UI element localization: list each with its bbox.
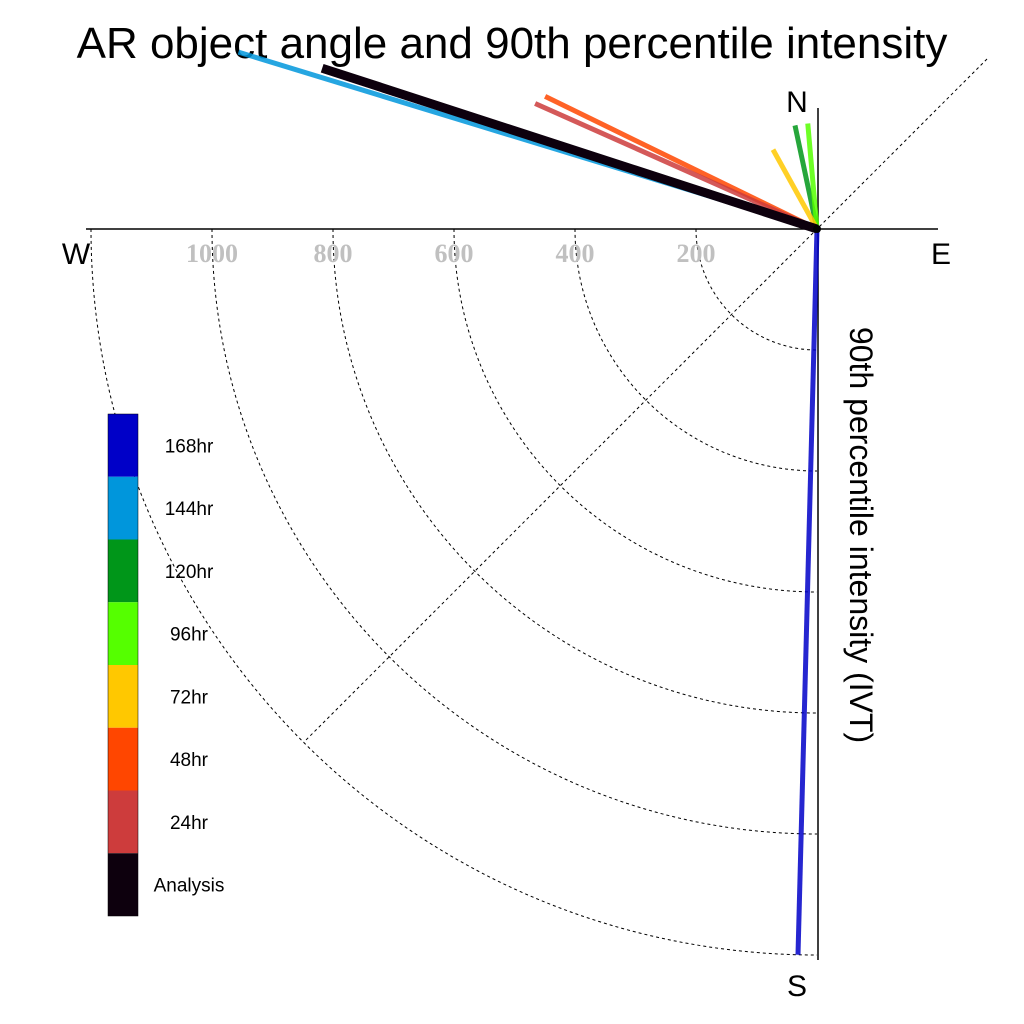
legend: 168hr 144hr 120hr 96hr 72hr 48hr 24hr Analysis xyxy=(107,413,225,917)
series-vector-24hr xyxy=(534,101,819,232)
legend-label-120hr: 120hr xyxy=(165,562,214,583)
grid-ring-400 xyxy=(574,228,818,472)
legend-swatch-120hr xyxy=(108,539,138,603)
series-vector-96hr xyxy=(805,123,820,230)
legend-swatch-72hr xyxy=(108,665,138,728)
grid-ring-600 xyxy=(453,228,818,593)
series-vectors xyxy=(237,49,820,955)
legend-border xyxy=(107,413,139,917)
legend-swatch-48hr xyxy=(108,727,138,791)
legend-swatch-24hr xyxy=(108,790,138,854)
legend-swatch-168hr xyxy=(108,414,138,477)
diagonal-grid-line xyxy=(303,58,988,743)
legend-swatch-analysis xyxy=(108,853,138,916)
compass-west-label: W xyxy=(62,238,91,271)
grid-ring-800 xyxy=(332,228,818,714)
legend-swatch-96hr xyxy=(108,602,138,665)
legend-swatch-144hr xyxy=(108,476,138,540)
legend-label-48hr: 48hr xyxy=(170,750,209,771)
grid-ring-200 xyxy=(695,228,818,351)
y-axis-label: 90th percentile intensity (IVT) xyxy=(843,327,879,743)
origin-marker xyxy=(813,225,821,233)
compass-north-label: N xyxy=(786,86,808,119)
series-vector-168hr xyxy=(795,228,820,955)
series-vector-72hr xyxy=(770,148,820,231)
tick-label-200: 200 xyxy=(677,239,716,268)
compass-east-label: E xyxy=(931,238,951,271)
tick-label-1000: 1000 xyxy=(186,239,238,268)
radial-tick-labels: 200 400 600 800 1000 xyxy=(186,239,716,268)
legend-label-24hr: 24hr xyxy=(170,813,209,834)
compass-south-label: S xyxy=(787,970,807,1003)
legend-label-analysis: Analysis xyxy=(154,876,225,897)
polar-grid xyxy=(90,58,988,956)
tick-label-800: 800 xyxy=(314,239,353,268)
chart-title: AR object angle and 90th percentile inte… xyxy=(77,19,948,68)
grid-ring-1000 xyxy=(211,228,818,835)
legend-label-96hr: 96hr xyxy=(170,625,209,646)
tick-label-400: 400 xyxy=(556,239,595,268)
legend-label-168hr: 168hr xyxy=(165,436,214,457)
series-vector-analysis xyxy=(320,63,819,234)
legend-label-72hr: 72hr xyxy=(170,687,209,708)
legend-label-144hr: 144hr xyxy=(165,499,214,520)
tick-label-600: 600 xyxy=(435,239,474,268)
